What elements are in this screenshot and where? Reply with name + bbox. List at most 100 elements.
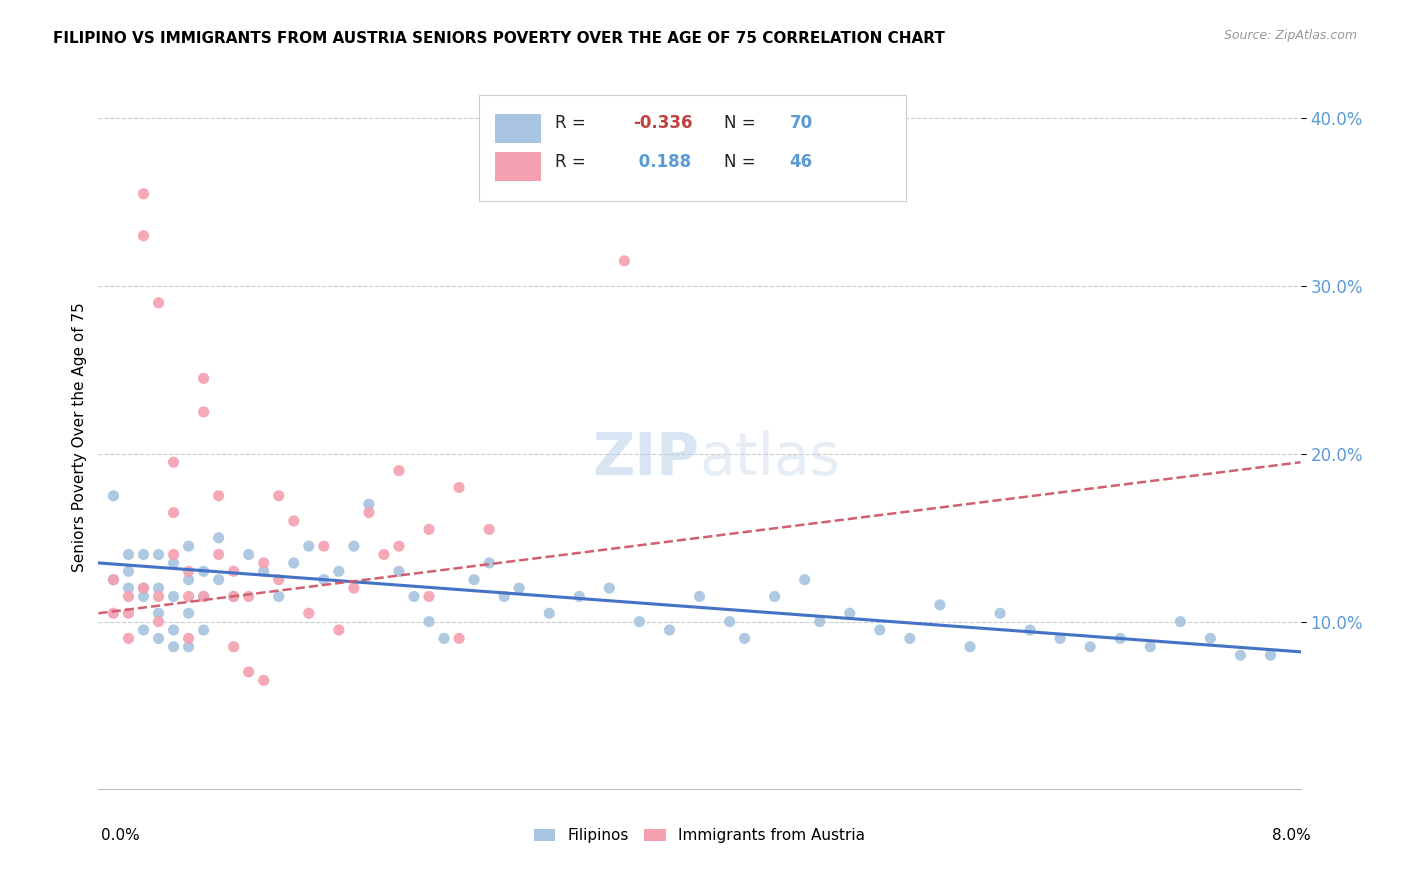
Point: [343, 539, 366, 553]
Point: [298, 607, 321, 621]
Legend: Filipinos, Immigrants from Austria: Filipinos, Immigrants from Austria: [527, 822, 872, 849]
Text: ZIP: ZIP: [592, 430, 699, 487]
Point: [162, 455, 184, 469]
Point: [988, 607, 1011, 621]
Point: [267, 590, 290, 604]
Point: [132, 228, 155, 243]
Point: [162, 556, 184, 570]
Point: [162, 506, 184, 520]
Point: [478, 522, 501, 536]
Point: [177, 539, 200, 553]
Point: [478, 556, 501, 570]
Point: [103, 573, 125, 587]
Point: [222, 640, 245, 654]
Point: [267, 489, 290, 503]
Point: [283, 556, 305, 570]
Point: [628, 615, 651, 629]
Point: [148, 632, 170, 646]
Point: [132, 548, 155, 562]
Point: [613, 253, 636, 268]
Point: [103, 489, 125, 503]
Point: [959, 640, 981, 654]
Point: [222, 590, 245, 604]
Point: [402, 590, 425, 604]
Text: 46: 46: [790, 153, 813, 171]
Point: [132, 623, 155, 637]
Point: [177, 564, 200, 578]
Point: [148, 548, 170, 562]
Point: [117, 590, 139, 604]
Point: [103, 573, 125, 587]
Point: [357, 506, 380, 520]
Point: [793, 573, 815, 587]
Text: 8.0%: 8.0%: [1271, 828, 1310, 843]
Point: [494, 590, 516, 604]
Point: [447, 480, 470, 494]
Point: [1260, 648, 1282, 663]
Text: Source: ZipAtlas.com: Source: ZipAtlas.com: [1223, 29, 1357, 42]
Point: [283, 514, 305, 528]
Point: [132, 186, 155, 201]
Text: N =: N =: [724, 114, 761, 133]
Point: [148, 590, 170, 604]
Point: [238, 548, 260, 562]
Text: R =: R =: [555, 153, 592, 171]
Point: [132, 590, 155, 604]
FancyBboxPatch shape: [479, 95, 907, 201]
Point: [418, 590, 440, 604]
Point: [568, 590, 591, 604]
Point: [117, 564, 139, 578]
Point: [1109, 632, 1132, 646]
Y-axis label: Seniors Poverty Over the Age of 75: Seniors Poverty Over the Age of 75: [72, 302, 87, 572]
Point: [222, 564, 245, 578]
FancyBboxPatch shape: [495, 113, 541, 144]
Point: [898, 632, 921, 646]
Text: 0.188: 0.188: [633, 153, 692, 171]
Point: [1049, 632, 1071, 646]
Text: 0.0%: 0.0%: [101, 828, 141, 843]
Point: [162, 590, 184, 604]
Point: [763, 590, 786, 604]
Point: [1078, 640, 1101, 654]
Point: [1168, 615, 1191, 629]
Point: [658, 623, 681, 637]
Point: [373, 548, 395, 562]
Point: [132, 581, 155, 595]
Point: [598, 581, 620, 595]
Point: [298, 539, 321, 553]
Point: [148, 607, 170, 621]
Text: -0.336: -0.336: [633, 114, 693, 133]
Point: [222, 590, 245, 604]
Point: [132, 581, 155, 595]
Point: [193, 371, 215, 385]
Point: [357, 497, 380, 511]
Point: [267, 573, 290, 587]
Point: [238, 590, 260, 604]
Point: [418, 522, 440, 536]
Point: [328, 623, 350, 637]
Point: [312, 573, 335, 587]
Point: [162, 548, 184, 562]
Point: [808, 615, 831, 629]
Point: [447, 632, 470, 646]
Point: [343, 581, 366, 595]
Point: [148, 581, 170, 595]
Point: [148, 296, 170, 310]
Point: [177, 573, 200, 587]
Point: [117, 548, 139, 562]
Point: [388, 564, 411, 578]
Point: [208, 531, 231, 545]
Point: [253, 673, 276, 688]
FancyBboxPatch shape: [495, 152, 541, 181]
Point: [117, 632, 139, 646]
Point: [463, 573, 485, 587]
Point: [1229, 648, 1251, 663]
Point: [418, 615, 440, 629]
Text: FILIPINO VS IMMIGRANTS FROM AUSTRIA SENIORS POVERTY OVER THE AGE OF 75 CORRELATI: FILIPINO VS IMMIGRANTS FROM AUSTRIA SENI…: [53, 31, 945, 46]
Point: [238, 665, 260, 679]
Point: [838, 607, 860, 621]
Point: [1139, 640, 1161, 654]
Point: [162, 640, 184, 654]
Text: 70: 70: [790, 114, 813, 133]
Point: [928, 598, 950, 612]
